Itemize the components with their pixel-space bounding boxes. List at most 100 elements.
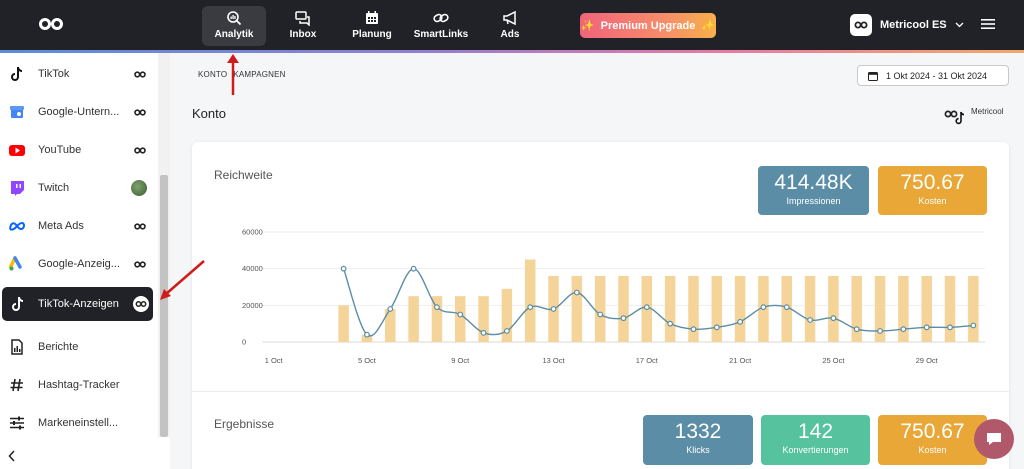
line-point [690,326,697,333]
kpi-costs: 750.67 Kosten [878,166,987,215]
sidebar-item-google-business[interactable]: Google-Untern... [0,95,158,129]
line-point [457,311,464,318]
line-point [573,289,580,296]
menu-icon[interactable] [981,18,995,30]
account-avatar [850,14,872,36]
nav-analytics[interactable]: Analytik [202,6,266,46]
annotation-arrowhead [227,54,239,63]
tab-account[interactable]: KONTO [198,70,228,79]
line-point [434,304,440,311]
bar [618,276,629,342]
inbox-icon [295,11,310,26]
metricool-logo [854,21,868,29]
bar [338,305,349,342]
bar [804,276,816,342]
date-range-picker[interactable]: 1 Okt 2024 - 31 Okt 2024 [857,65,1009,86]
kpi-value: 750.67 [900,420,965,443]
account-name: Metricool ES [880,19,947,31]
bar [594,276,606,342]
bar [361,334,373,342]
sidebar: TikTok Google-Untern... YouTube Twitch [0,53,170,469]
bar [874,276,886,342]
sidebar-item-label: Hashtag-Tracker [38,379,120,391]
linked-icon [134,70,146,78]
x-tick-label: 21 Oct [729,356,752,365]
sidebar-item-youtube[interactable]: YouTube [0,133,158,167]
sidebar-item-twitch[interactable]: Twitch [0,171,158,205]
support-chat-button[interactable] [974,419,1014,459]
sparkle-icon: ✨ [701,20,716,32]
line-point [620,315,627,322]
top-navigation-bar: Analytik Inbox Planung SmartLinks Ads ✨ [0,0,1024,53]
sparkle-icon: ✨ [580,20,595,32]
collapse-sidebar-icon[interactable] [8,450,16,462]
kpi-label: Kosten [918,196,947,206]
card-divider [192,391,1009,392]
sidebar-item-meta-ads[interactable]: Meta Ads [0,209,158,243]
chat-icon [987,433,1001,445]
line-point [643,304,650,311]
premium-upgrade-button[interactable]: ✨ Premium Upgrade ✨ [580,13,716,38]
reach-title: Reichweite [214,168,273,182]
series-line [342,267,974,337]
sidebar-item-hashtag-tracker[interactable]: Hashtag-Tracker [0,368,158,402]
kpi-impressions: 414.48K Impressionen [758,166,869,215]
sidebar-item-label: Twitch [38,182,70,194]
y-tick-label: 20000 [242,301,263,310]
sidebar-item-label: Berichte [38,341,79,353]
nav-smartlinks-label: SmartLinks [413,29,469,40]
sidebar-item-reports[interactable]: Berichte [0,330,158,364]
nav-smartlinks[interactable]: SmartLinks [409,6,473,46]
account-switcher[interactable]: Metricool ES [850,14,964,36]
linked-icon [134,222,146,230]
kpi-conversions: 142 Konvertierungen [761,415,870,465]
premium-upgrade-label: Premium Upgrade [600,19,696,32]
line-point [947,324,953,331]
kpi-label: Konvertierungen [782,445,849,455]
kpi-label: Impressionen [786,196,841,206]
line-point [387,306,394,312]
line-point [410,265,417,272]
sidebar-item-label: TikTok-Anzeigen [38,298,119,310]
calendar-icon [366,11,378,24]
nav-planning[interactable]: Planung [340,6,404,46]
bar [944,276,956,342]
results-title: Ergebnisse [214,417,275,431]
sidebar-item-label: TikTok [38,68,70,80]
bar [851,276,862,342]
line-point [667,320,674,327]
sidebar-scrollbar[interactable] [160,175,168,437]
sidebar-item-brand-settings[interactable]: Markeneinstell... [0,406,158,440]
nav-inbox[interactable]: Inbox [271,6,335,46]
sidebar-item-tiktok-ads[interactable]: TikTok-Anzeigen [2,287,153,321]
x-tick-label: 29 Oct [916,356,939,365]
x-tick-label: 13 Oct [542,356,565,365]
meta-icon [9,222,25,231]
nav-ads-label: Ads [500,29,520,40]
tiktok-icon [12,297,24,311]
sidebar-item-tiktok[interactable]: TikTok [0,57,158,91]
hashtag-icon [10,378,23,392]
nav-ads[interactable]: Ads [478,6,542,46]
line-point [340,265,347,272]
calendar-icon [868,71,878,81]
metricool-logo[interactable] [38,17,64,31]
kpi-value: 142 [797,420,834,443]
youtube-icon [9,145,25,156]
sidebar-item-label: Google-Untern... [38,106,120,118]
linked-icon [134,108,146,116]
brand-label: Metricool [971,107,1004,116]
bar [664,276,676,342]
bar [921,276,932,342]
kpi-label: Kosten [918,445,947,455]
bar [828,276,839,342]
bar [501,288,513,342]
y-tick-label: 0 [242,338,246,347]
line-point [550,306,557,312]
sidebar-item-google-ads[interactable]: Google-Anzeig... [0,247,158,281]
sidebar-item-label: Meta Ads [38,220,84,232]
kpi-value: 414.48K [774,171,853,194]
bar [385,309,396,342]
tab-campaigns[interactable]: KAMPAGNEN [233,70,286,79]
date-range-value: 1 Okt 2024 - 31 Okt 2024 [886,70,988,81]
